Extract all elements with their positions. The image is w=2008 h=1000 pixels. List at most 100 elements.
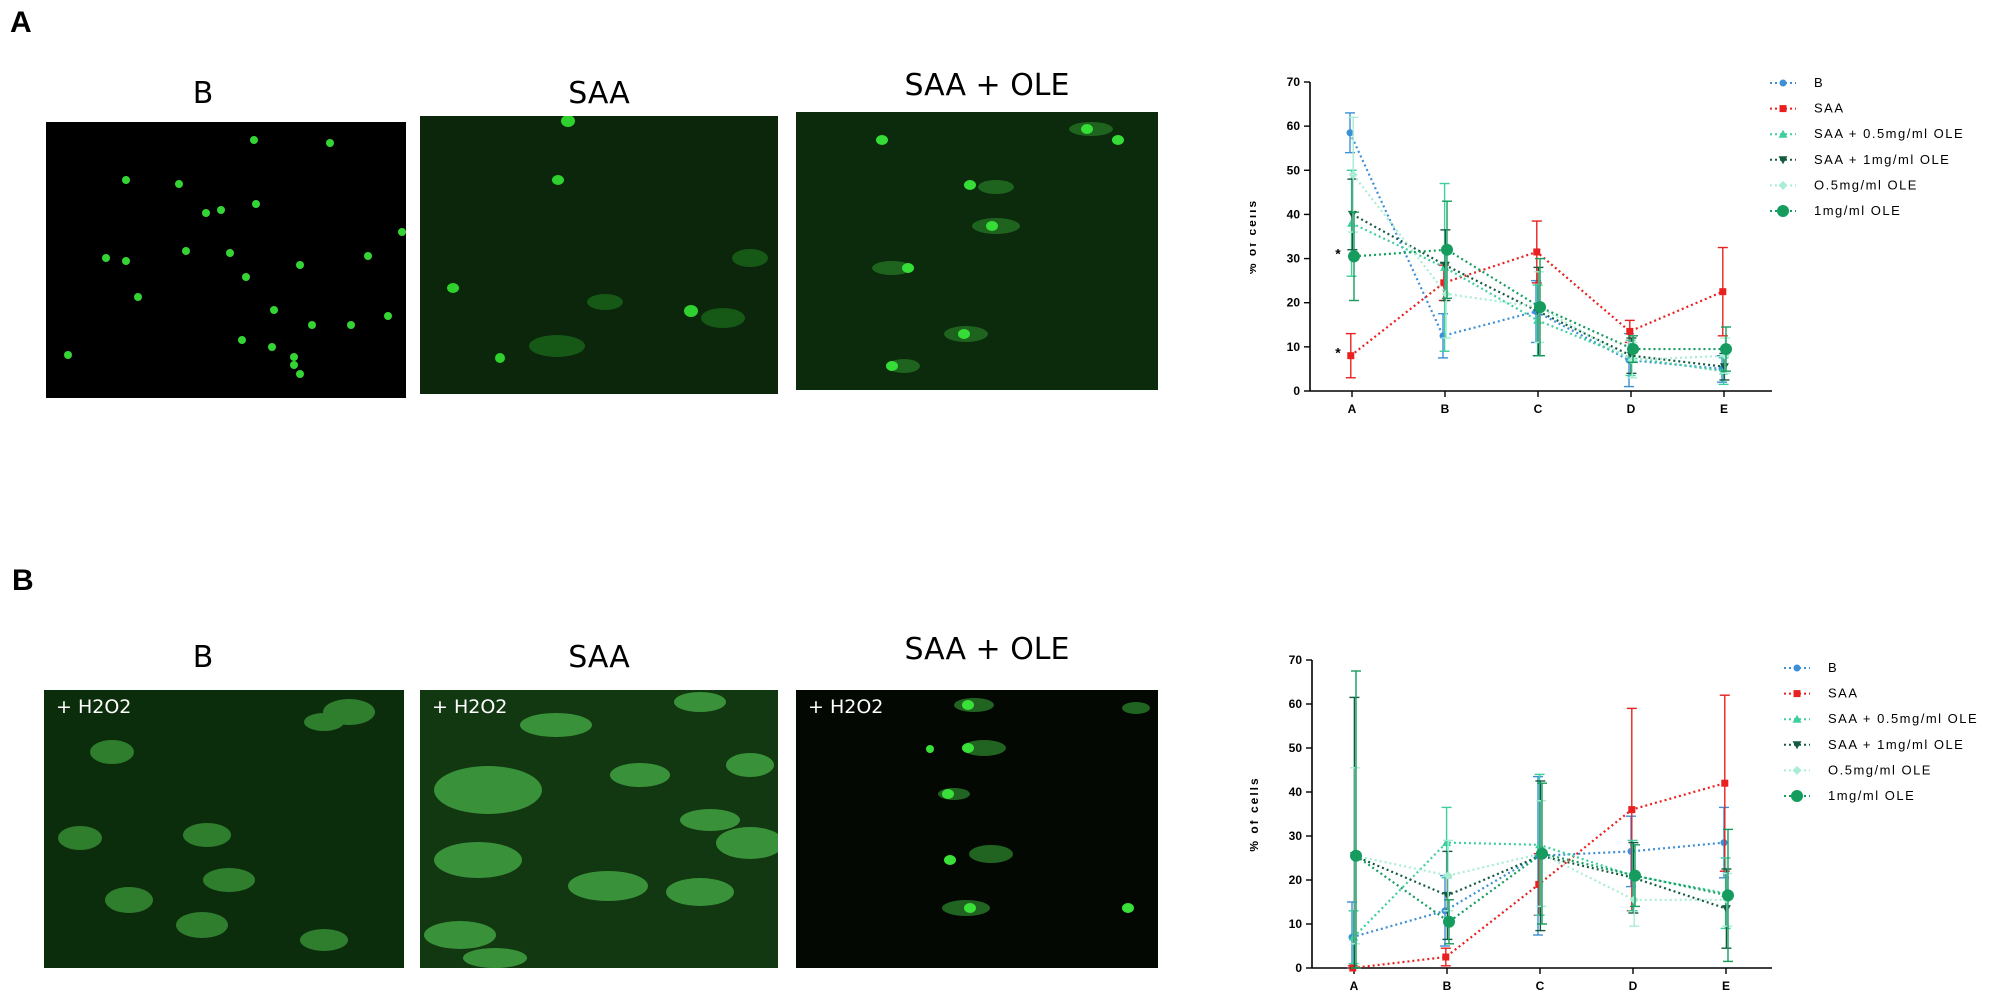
x-tick-label: A (1348, 402, 1357, 416)
series-5 (1348, 200, 1732, 372)
y-tick-label: 30 (1289, 829, 1303, 843)
h2o2-label: + H2O2 (432, 696, 508, 718)
legend-label: 1mg/ml OLE (1828, 788, 1915, 803)
image-title-b: B (192, 640, 214, 675)
x-tick-label: C (1536, 979, 1545, 993)
data-point (1350, 849, 1362, 862)
x-tick-label: B (1441, 402, 1450, 416)
x-tick-label: E (1720, 402, 1728, 416)
data-point (1629, 869, 1641, 882)
data-point (1720, 343, 1732, 356)
legend-marker (1792, 714, 1802, 723)
micrograph-b-saa: + H2O2 (420, 690, 778, 968)
legend-label: SAA + 0.5mg/ml OLE (1828, 711, 1978, 726)
y-tick-label: 20 (1287, 296, 1301, 310)
data-point (1347, 218, 1357, 227)
chart-b: 0 10 20 30 40 50 60 70 A B C D E % of cells B SAA SAA + … (1250, 640, 2008, 998)
data-point (1626, 327, 1634, 335)
chart-b-svg: 0 10 20 30 40 50 60 70 A B C D E % of cells B SAA SAA + … (1250, 653, 1978, 993)
data-point (1348, 250, 1360, 263)
panel-letter-a: A (10, 6, 32, 39)
legend-marker (1792, 741, 1802, 750)
comet-image (447, 116, 768, 363)
data-point (1441, 243, 1453, 256)
legend-label: 1mg/ml OLE (1814, 203, 1901, 218)
legend-label: SAA + 0.5mg/ml OLE (1814, 126, 1964, 141)
legend-label: SAA + 1mg/ml OLE (1828, 737, 1964, 752)
y-tick-label: 70 (1289, 653, 1303, 667)
x-tick-label: E (1722, 979, 1730, 993)
data-point (1535, 880, 1543, 888)
data-point (1346, 129, 1354, 137)
series-1 (1345, 220, 1728, 379)
y-tick-label: 60 (1287, 119, 1301, 133)
series-3 (1347, 178, 1730, 381)
y-tick-label: 70 (1287, 75, 1301, 89)
comet-image (58, 699, 375, 951)
data-point (1442, 891, 1452, 900)
legend-marker (1778, 180, 1788, 190)
legend-label: B (1828, 660, 1838, 675)
y-tick-label: 50 (1289, 741, 1303, 755)
y-axis-title: % of cells (1250, 776, 1261, 851)
data-point (1627, 343, 1639, 356)
data-point (1443, 871, 1453, 881)
panel-letter-b: B (12, 564, 34, 597)
plot-area: ** (1335, 112, 1732, 388)
data-point (1533, 315, 1543, 324)
data-point (1720, 839, 1728, 847)
micrograph-b-saa-ole: + H2O2 (796, 690, 1158, 968)
legend-marker (1793, 690, 1801, 698)
significance-marker: * (1335, 245, 1341, 261)
data-point (1628, 806, 1636, 814)
legend-marker (1779, 79, 1787, 87)
axes: 0 10 20 30 40 50 60 70 A B C D E % of cells (1250, 653, 1772, 993)
data-point (1535, 840, 1545, 849)
data-point (1536, 847, 1548, 860)
data-point (1721, 779, 1729, 787)
legend-label: SAA (1814, 101, 1845, 116)
image-title-b: B (192, 76, 214, 111)
data-point (1442, 953, 1450, 961)
series-0 (1347, 775, 1729, 969)
h2o2-label: + H2O2 (56, 696, 132, 718)
legend-label: SAA (1828, 686, 1859, 701)
legend-marker (1791, 790, 1803, 802)
y-tick-label: 50 (1287, 163, 1301, 177)
series-2 (1346, 169, 1729, 386)
series-line (1351, 213, 1725, 368)
micrograph-b-b: + H2O2 (44, 690, 404, 968)
data-point (1722, 889, 1734, 902)
significance-marker: * (1335, 345, 1341, 361)
data-point (1533, 248, 1541, 256)
series-line (1355, 852, 1729, 924)
data-point (1719, 288, 1727, 296)
data-point (1629, 895, 1639, 905)
data-point (1348, 170, 1358, 180)
series-line (1353, 248, 1726, 351)
y-tick-label: 20 (1289, 873, 1303, 887)
image-title-saa: SAA (568, 76, 630, 111)
legend-label: O.5mg/ml OLE (1814, 177, 1918, 192)
data-point (1440, 279, 1448, 287)
comet-image (424, 692, 778, 968)
series-line (1353, 854, 1727, 910)
legend-marker (1779, 105, 1787, 113)
series-4 (1348, 116, 1731, 379)
data-point (1721, 905, 1731, 914)
micrograph-a-b (46, 122, 406, 398)
series-3 (1349, 696, 1732, 969)
legend-marker (1793, 664, 1801, 672)
image-title-saa-ole: SAA + OLE (904, 632, 1070, 667)
data-point (1443, 915, 1455, 928)
y-tick-label: 10 (1287, 340, 1301, 354)
legend-marker (1778, 156, 1788, 165)
image-title-saa-ole: SAA + OLE (904, 68, 1070, 103)
y-tick-label: 40 (1287, 207, 1301, 221)
y-tick-label: 60 (1289, 697, 1303, 711)
data-point (1347, 352, 1355, 360)
x-tick-label: B (1443, 979, 1452, 993)
x-tick-label: D (1627, 402, 1636, 416)
